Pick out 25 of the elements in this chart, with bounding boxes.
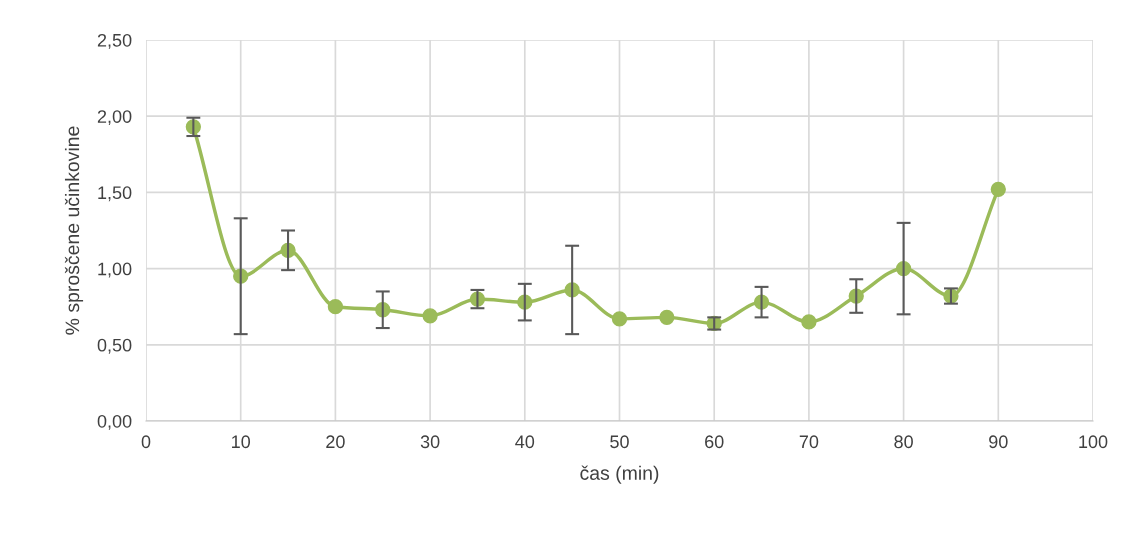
- x-tick-label: 80: [894, 435, 913, 449]
- point: [659, 309, 675, 326]
- x-tick-label: 70: [799, 435, 819, 449]
- point: [611, 311, 628, 327]
- x-tick-label: 100: [1079, 435, 1108, 449]
- y-tick-label: 1,00: [98, 262, 132, 278]
- y-axis-title: % sproščene učinkovine: [64, 126, 84, 335]
- y-tick-label: 0,50: [97, 338, 132, 354]
- y-tick-label: 2,00: [97, 110, 132, 126]
- point: [327, 299, 344, 315]
- y-tick-label: 2,50: [97, 33, 132, 49]
- x-axis-title: čas (min): [580, 465, 659, 484]
- x-tick-label: 20: [326, 435, 345, 449]
- x-tick-label: 30: [420, 435, 440, 449]
- y-tick-label: 1,50: [98, 186, 132, 202]
- x-tick-label: 50: [610, 435, 629, 449]
- x-tick-label: 60: [705, 435, 724, 449]
- x-tick-label: 10: [232, 435, 251, 449]
- point: [990, 181, 1006, 197]
- x-tick-label: 40: [515, 435, 535, 449]
- x-tick-label: 90: [989, 435, 1008, 449]
- point: [422, 308, 438, 324]
- x-tick-label: 0: [141, 435, 151, 449]
- y-tick-label: 0,00: [97, 414, 132, 430]
- point: [801, 314, 817, 330]
